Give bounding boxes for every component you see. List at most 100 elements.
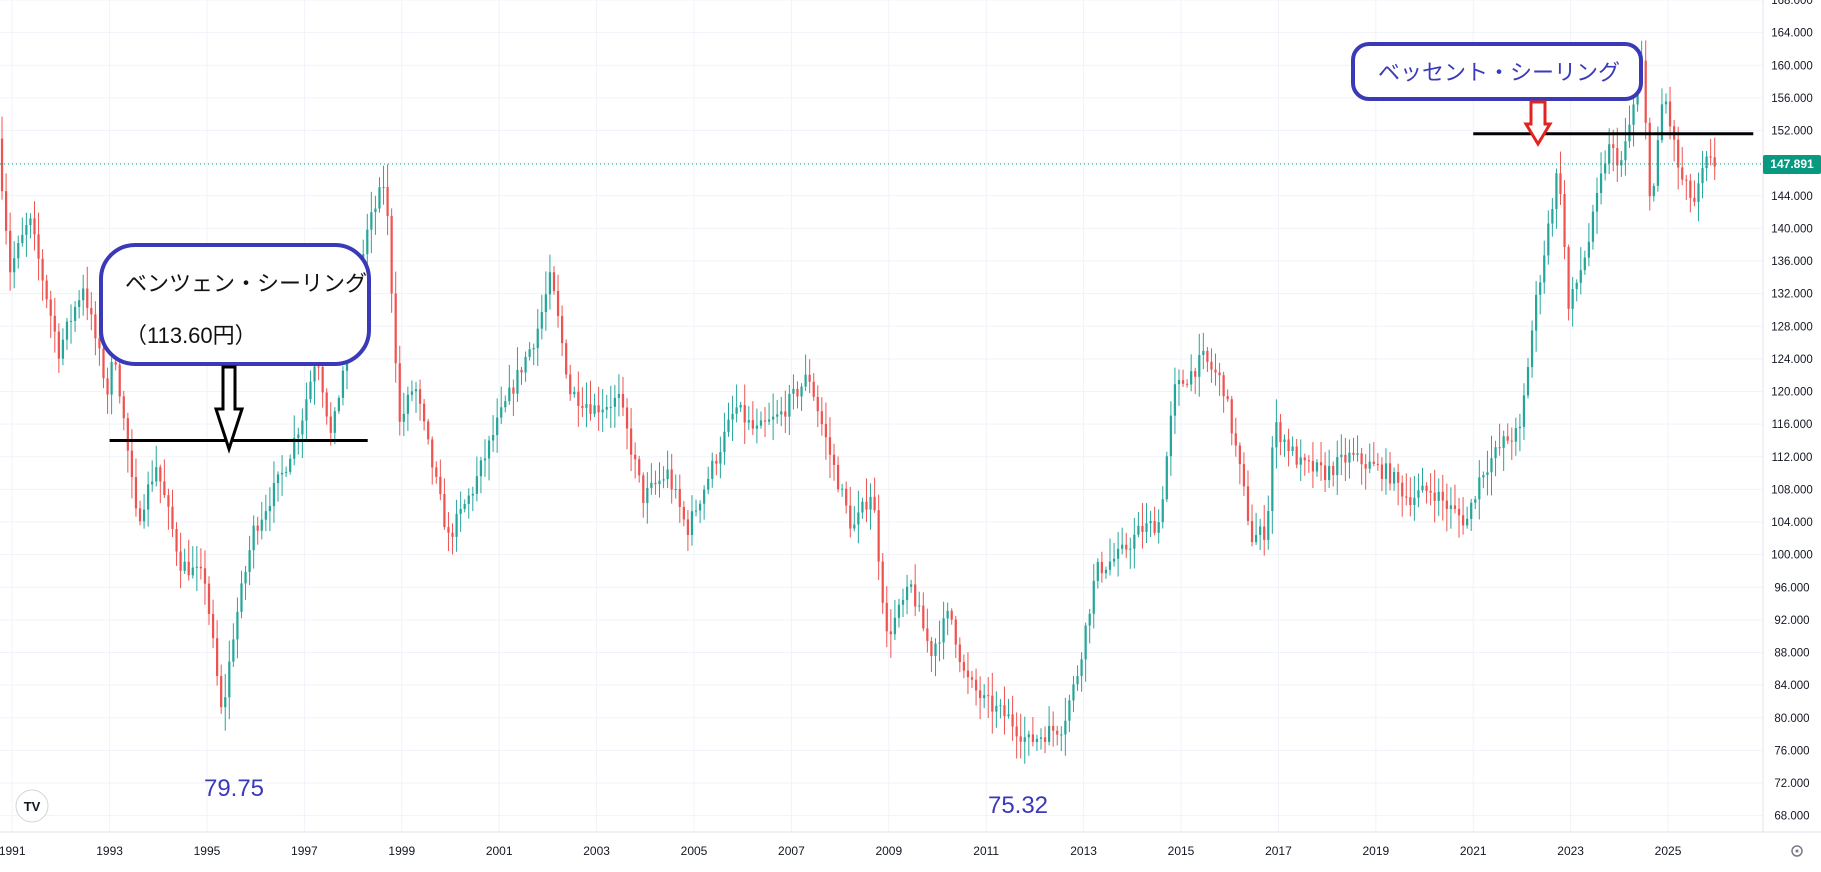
candle-body bbox=[1530, 330, 1534, 368]
candle-body bbox=[1595, 192, 1599, 212]
candle-body bbox=[804, 374, 807, 387]
candle-body bbox=[1604, 163, 1607, 174]
candle-body bbox=[1689, 180, 1692, 198]
candle-body bbox=[504, 401, 507, 408]
candle-body bbox=[1088, 613, 1091, 626]
y-tick-label: 120.000 bbox=[1771, 387, 1813, 399]
candle-body bbox=[520, 369, 523, 373]
gear-icon[interactable] bbox=[1791, 845, 1803, 857]
candle-body bbox=[1177, 380, 1181, 385]
candle-body bbox=[1522, 395, 1526, 427]
down-arrow-icon bbox=[213, 365, 245, 454]
candle-body bbox=[751, 420, 754, 429]
candle-body bbox=[719, 451, 722, 464]
candle-body bbox=[1441, 491, 1444, 501]
candle-body bbox=[21, 234, 24, 244]
candle-body bbox=[98, 338, 101, 349]
candle-body bbox=[1376, 463, 1379, 465]
candle-body bbox=[889, 631, 892, 635]
candle-body bbox=[236, 611, 239, 640]
candle-body bbox=[970, 677, 974, 680]
candle-body bbox=[1567, 247, 1570, 309]
candle-body bbox=[329, 416, 332, 433]
x-tick-label: 2003 bbox=[583, 844, 610, 858]
candle-body bbox=[1608, 144, 1611, 164]
candle-body bbox=[1328, 465, 1331, 481]
candle-body bbox=[703, 489, 706, 504]
candle-body bbox=[220, 676, 223, 708]
candle-body bbox=[743, 405, 746, 423]
candle-body bbox=[926, 628, 929, 641]
candle-body bbox=[110, 362, 113, 395]
candle-body bbox=[1352, 452, 1355, 455]
candle-body bbox=[1060, 734, 1063, 736]
candle-body bbox=[1668, 101, 1672, 127]
candle-body bbox=[1648, 122, 1651, 197]
candle-body bbox=[61, 339, 65, 359]
candle-body bbox=[1685, 179, 1688, 181]
candle-body bbox=[836, 464, 840, 490]
candle-body bbox=[1027, 734, 1030, 738]
candle-body bbox=[983, 695, 986, 699]
candle-body bbox=[130, 450, 134, 478]
candle-body bbox=[1271, 447, 1274, 512]
candle-body bbox=[1246, 486, 1250, 521]
candle-body bbox=[195, 566, 198, 568]
candle-body bbox=[1242, 464, 1246, 487]
candle-body bbox=[159, 467, 162, 482]
candle-body bbox=[1084, 625, 1087, 660]
candle-body bbox=[1575, 282, 1578, 290]
candle-body bbox=[1421, 485, 1424, 491]
y-tick-label: 128.000 bbox=[1771, 321, 1813, 333]
candle-body bbox=[654, 482, 657, 485]
candle-body bbox=[849, 505, 852, 529]
candle-body bbox=[828, 437, 832, 455]
last-price-tag: 147.891 bbox=[1763, 155, 1821, 175]
candle-body bbox=[142, 509, 146, 522]
candle-body bbox=[646, 487, 649, 504]
time-axis[interactable]: 1991 1993 1995 1997 1999 2001 2003 2005 2007 2009… bbox=[0, 844, 1682, 858]
candle-body bbox=[1279, 422, 1282, 443]
candle-body bbox=[1417, 490, 1420, 498]
tradingview-logo[interactable]: TV bbox=[15, 789, 49, 823]
candle-body bbox=[901, 600, 905, 605]
y-tick-label: 140.000 bbox=[1771, 223, 1813, 235]
y-tick-label: 168.000 bbox=[1771, 0, 1813, 7]
x-tick-label: 1995 bbox=[194, 844, 221, 858]
candle-body bbox=[918, 605, 921, 607]
candle-body bbox=[569, 374, 572, 395]
candle-body bbox=[410, 391, 414, 395]
candle-body bbox=[138, 508, 142, 522]
candle-body bbox=[678, 489, 681, 507]
candle-body bbox=[374, 208, 377, 213]
candle-body bbox=[1181, 380, 1185, 384]
candle-body bbox=[390, 215, 393, 294]
candle-body bbox=[841, 488, 844, 490]
candle-body bbox=[605, 407, 608, 410]
candle-body bbox=[232, 639, 235, 662]
candle-body bbox=[845, 488, 848, 506]
candle-body bbox=[256, 525, 259, 531]
candle-body bbox=[252, 525, 255, 551]
candle-body bbox=[467, 495, 470, 504]
candle-body bbox=[954, 619, 957, 645]
candle-body bbox=[585, 404, 588, 408]
candle-body bbox=[1043, 737, 1047, 742]
candle-body bbox=[1299, 457, 1302, 465]
candle-body bbox=[1457, 508, 1461, 516]
candle-body bbox=[723, 431, 726, 452]
candle-body bbox=[1543, 255, 1546, 283]
y-tick-label: 100.000 bbox=[1771, 550, 1813, 562]
candle-body bbox=[1323, 465, 1327, 481]
candle-body bbox=[755, 425, 759, 429]
candle-body bbox=[309, 381, 312, 400]
price-axis[interactable]: 68.000 72.000 76.000 80.000 84.000 88.000 92.0… bbox=[1771, 0, 1813, 823]
candle-body bbox=[1599, 173, 1603, 193]
candle-body bbox=[216, 638, 219, 677]
candle-body bbox=[1632, 104, 1635, 125]
y-tick-label: 76.000 bbox=[1774, 745, 1809, 757]
candle-body bbox=[1660, 104, 1664, 141]
gear-icon-core bbox=[1795, 849, 1799, 853]
candle-body bbox=[1056, 730, 1059, 735]
